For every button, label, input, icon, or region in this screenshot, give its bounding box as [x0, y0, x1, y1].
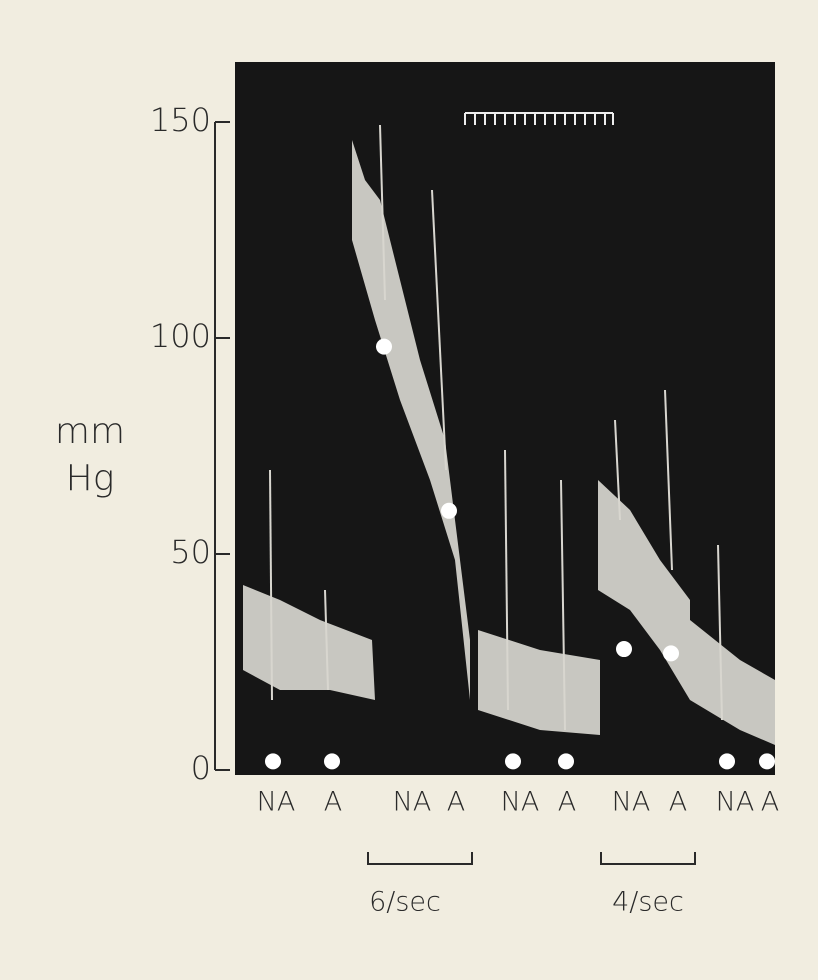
y-tick-label: 0 — [191, 749, 211, 787]
data-point — [376, 339, 392, 355]
annotation: 6/sec — [369, 887, 441, 918]
chart: mm Hg 6/sec 4/sec 050100150NAANAANAANAAN… — [0, 0, 818, 980]
y-label: Hg — [66, 458, 115, 499]
x-tick-label: NA — [612, 787, 651, 818]
x-tick-label: A — [669, 787, 687, 818]
y-label: mm — [55, 411, 125, 452]
page: {"chart_data": {"type": "scatter", "y_la… — [0, 0, 818, 980]
y-tick-label: 50 — [170, 533, 211, 571]
data-point — [616, 641, 632, 657]
x-tick-label: A — [447, 787, 465, 818]
data-point — [558, 753, 574, 769]
data-point — [265, 753, 281, 769]
y-tick-label: 100 — [150, 317, 211, 355]
x-tick-label: NA — [501, 787, 540, 818]
annotation: 4/sec — [612, 887, 684, 918]
data-point — [759, 753, 775, 769]
data-point — [324, 753, 340, 769]
x-tick-label: A — [761, 787, 779, 818]
data-point — [505, 753, 521, 769]
y-tick-label: 150 — [150, 101, 211, 139]
data-point — [719, 753, 735, 769]
data-point — [441, 503, 457, 519]
x-tick-label: A — [324, 787, 342, 818]
x-tick-label: NA — [257, 787, 296, 818]
x-tick-label: NA — [393, 787, 432, 818]
x-tick-label: A — [558, 787, 576, 818]
x-tick-label: NA — [716, 787, 755, 818]
data-point — [663, 645, 679, 661]
